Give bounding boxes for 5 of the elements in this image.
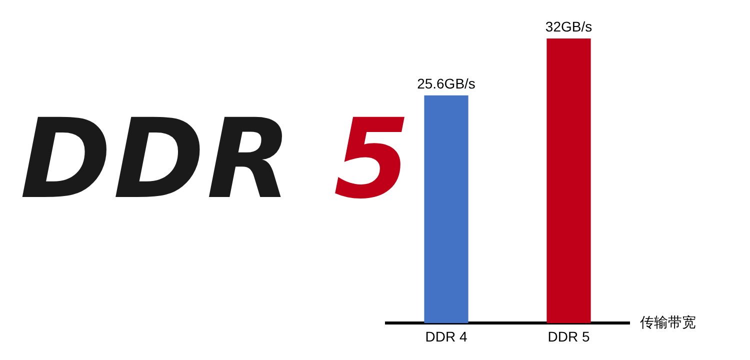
text: DDR 5 [20, 95, 412, 223]
x-axis-title: 传输带宽 [640, 314, 696, 332]
data-label: 32GB/s [545, 18, 592, 34]
data-label: 25.6GB/s [417, 75, 476, 92]
x-tick-label: DDR 4 [425, 328, 468, 344]
